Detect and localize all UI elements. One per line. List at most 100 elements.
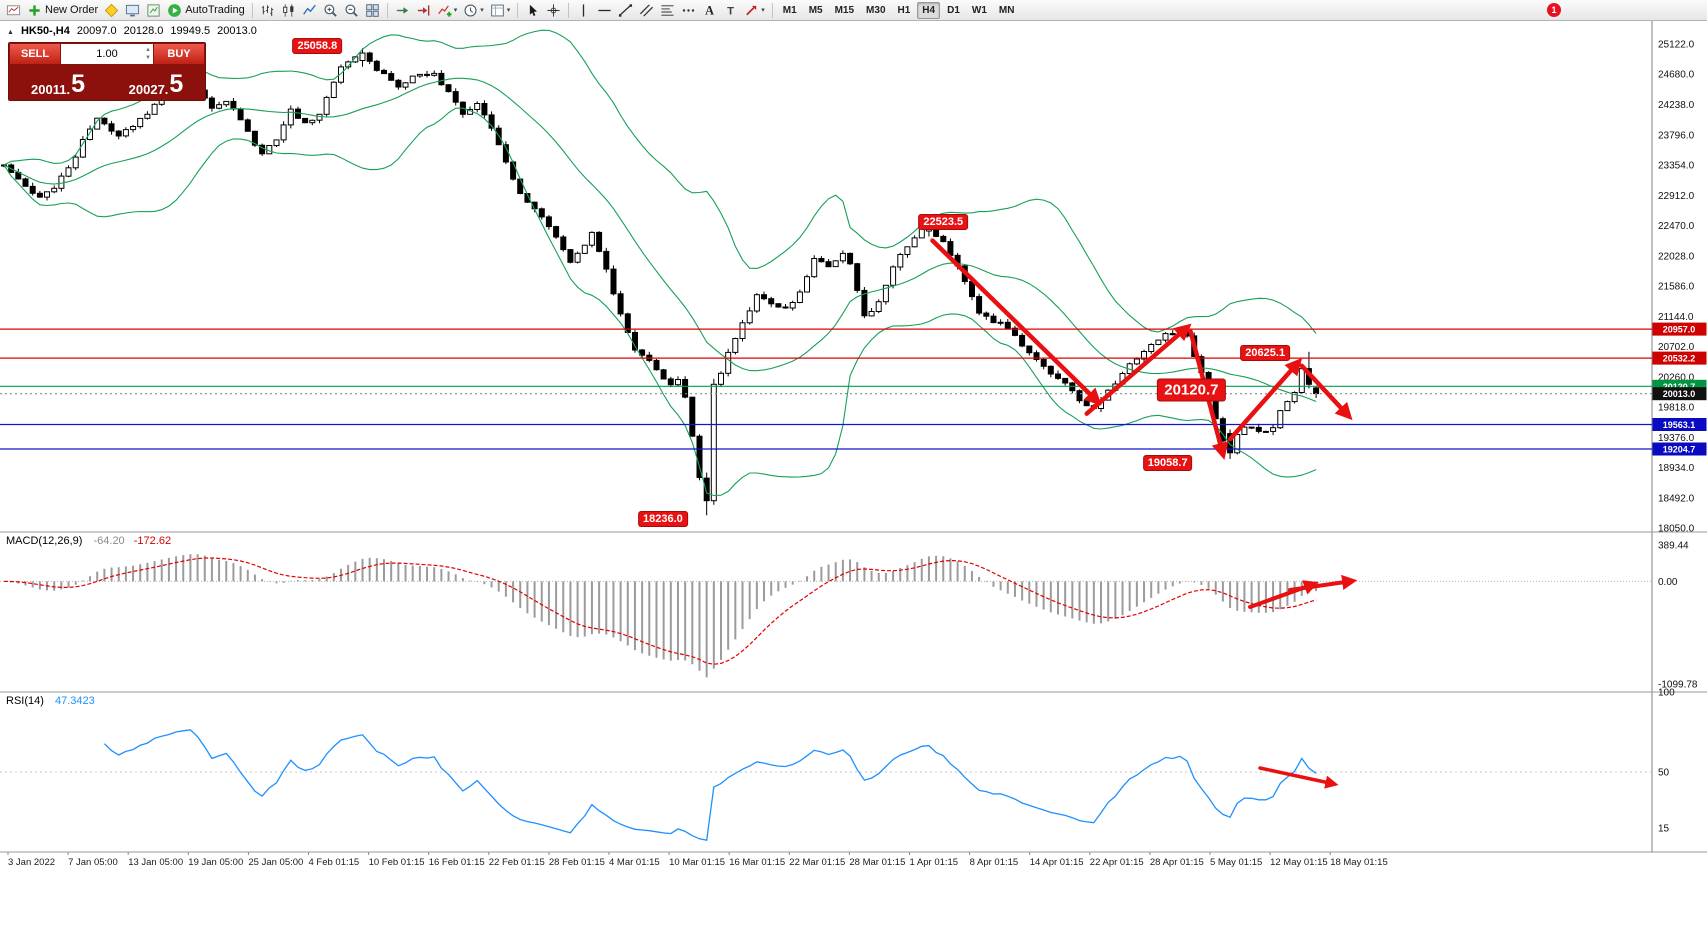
timeframe-M1-button[interactable]: M1 (782, 4, 797, 16)
autotrading-button[interactable]: AutoTrading (164, 1, 248, 20)
macd-axis-label: -1099.78 (1658, 680, 1698, 691)
timeframe-H1-button[interactable]: H1 (897, 4, 911, 16)
price-axis-label: 23796.0 (1658, 130, 1695, 141)
dropdown-caret-icon[interactable]: ▾ (453, 7, 458, 14)
spinner-up-icon[interactable]: ▲ (145, 47, 151, 53)
sell-price[interactable]: 20011. 5 (9, 65, 107, 100)
price-axis-label: 20260.0 (1658, 372, 1695, 383)
horizontal-levels[interactable] (0, 328, 1652, 450)
trendline-button[interactable] (615, 1, 636, 20)
price-annotation[interactable]: 25058.8 (293, 39, 342, 54)
crosshair-button[interactable] (543, 1, 564, 20)
hline-icon (598, 9, 611, 11)
candlestick-chart-button[interactable] (278, 1, 299, 20)
price-annotation[interactable]: 22523.5 (919, 215, 968, 230)
price-axis-label: 18492.0 (1658, 493, 1695, 504)
zoom-in-button[interactable] (320, 1, 341, 20)
shapes-button[interactable] (678, 1, 699, 20)
bar-chart-button[interactable] (257, 1, 278, 20)
zoom-out-button[interactable] (341, 1, 362, 20)
volume-input[interactable]: 1.00 ▲ ▼ (61, 44, 153, 64)
timeframe-M15-button[interactable]: M15 (834, 4, 855, 16)
trend-arrow[interactable] (1288, 574, 1358, 592)
tile-windows-button[interactable] (362, 1, 383, 20)
price-axis-label: 21586.0 (1658, 282, 1695, 293)
chart-collapse-icon[interactable] (7, 25, 14, 37)
indicators-button[interactable]: ▾ (434, 1, 461, 20)
dropdown-caret-icon[interactable]: ▾ (506, 7, 511, 14)
buy-price[interactable]: 20027. 5 (107, 65, 205, 100)
buy-button[interactable]: BUY (154, 44, 204, 64)
time-axis-label: 14 Apr 01:15 (1030, 857, 1084, 868)
price-annotation[interactable]: 19058.7 (1143, 456, 1192, 470)
channel-button[interactable] (636, 1, 657, 20)
timeframe-M5-button[interactable]: M5 (808, 4, 823, 16)
periods-button[interactable]: ▾ (460, 1, 487, 20)
trend-arrow[interactable] (1227, 357, 1303, 442)
mql5-community-button[interactable] (101, 1, 122, 20)
horizontal-line-button[interactable] (594, 1, 615, 20)
toolbar-separator (251, 2, 253, 18)
volume-spinner[interactable]: ▲ ▼ (145, 46, 151, 62)
timeframe-M30-button[interactable]: M30 (866, 4, 886, 16)
time-axis-label: 1 Apr 01:15 (910, 857, 959, 868)
time-axis-label: 16 Feb 01:15 (429, 857, 485, 868)
trend-arrow[interactable] (930, 238, 1102, 406)
timeframe-H4-button[interactable]: H4 (917, 1, 941, 19)
dropdown-caret-icon[interactable]: ▾ (761, 7, 765, 14)
templates-button[interactable]: ▾ (487, 1, 514, 20)
trend-arrow[interactable] (1084, 323, 1192, 416)
fibonacci-icon (661, 4, 674, 16)
macd-axis-label: 389.44 (1658, 541, 1689, 552)
timeframe-W1-button[interactable]: W1 (971, 4, 987, 16)
sell-button[interactable]: SELL (10, 44, 60, 64)
timeframe-MN-button[interactable]: MN (998, 4, 1015, 16)
price-annotation[interactable]: 18236.0 (639, 512, 687, 527)
trend-arrow[interactable] (1299, 363, 1353, 421)
rsi-axis-label: 50 (1658, 768, 1670, 779)
arrows-button[interactable]: ▾ (741, 1, 768, 20)
plus-icon (29, 4, 40, 16)
text-label-button[interactable]: T (720, 1, 741, 20)
time-axis-label: 13 Jan 05:00 (128, 857, 183, 868)
text-button[interactable]: A (699, 1, 720, 20)
macd-signal-value: -172.62 (133, 535, 172, 547)
terminal-button[interactable] (122, 1, 143, 20)
template-icon (490, 4, 504, 16)
bars-icon (261, 4, 273, 16)
symbol-period-label: HK50-,H4 (20, 25, 70, 37)
trend-arrow[interactable] (1258, 766, 1339, 789)
trend-arrows[interactable] (930, 238, 1353, 460)
sell-price-big-digit: 5 (71, 70, 85, 98)
buy-price-base: 20027. (128, 82, 169, 97)
dropdown-caret-icon[interactable]: ▾ (480, 7, 484, 14)
strategy-tester-button[interactable] (143, 1, 164, 20)
chart-shift-button[interactable] (413, 1, 434, 20)
bollinger-bands (3, 29, 1317, 497)
cursor-button[interactable] (522, 1, 543, 20)
price-badge (1652, 442, 1707, 456)
timeframe-D1-button[interactable]: D1 (947, 4, 960, 16)
spinner-down-icon[interactable]: ▼ (145, 55, 151, 61)
autoscroll-icon (396, 6, 408, 14)
auto-scroll-button[interactable] (392, 1, 413, 20)
price-badge-label: 20013.0 (1663, 389, 1696, 399)
cursor-icon (530, 4, 538, 16)
price-annotation[interactable]: 20120.7 (1158, 379, 1225, 401)
line-chart-button[interactable] (299, 1, 320, 20)
channel-icon (640, 3, 654, 17)
macd-main-value: -64.20 (93, 535, 125, 547)
ohlc-close: 20013.0 (217, 25, 257, 37)
fibonacci-button[interactable] (657, 1, 678, 20)
time-axis-label: 25 Jan 05:00 (248, 857, 303, 868)
time-axis-label: 22 Feb 01:15 (489, 857, 545, 868)
vertical-line-button[interactable] (573, 1, 594, 20)
price-chart-canvas[interactable]: 25122.0 24680.0 24238.0 23796.0 23354.0 22912… (0, 21, 1707, 945)
new-chart-button[interactable] (3, 1, 24, 20)
price-annotation[interactable]: 20625.1 (1241, 346, 1290, 361)
candlestick-series (1, 48, 1320, 516)
chart-symbol-ohlc: HK50-,H4 20097.0 20128.0 19949.5 20013.0 (7, 25, 257, 37)
new-order-button[interactable]: New Order (24, 1, 101, 20)
notification-badge[interactable]: 1 (1547, 3, 1561, 17)
